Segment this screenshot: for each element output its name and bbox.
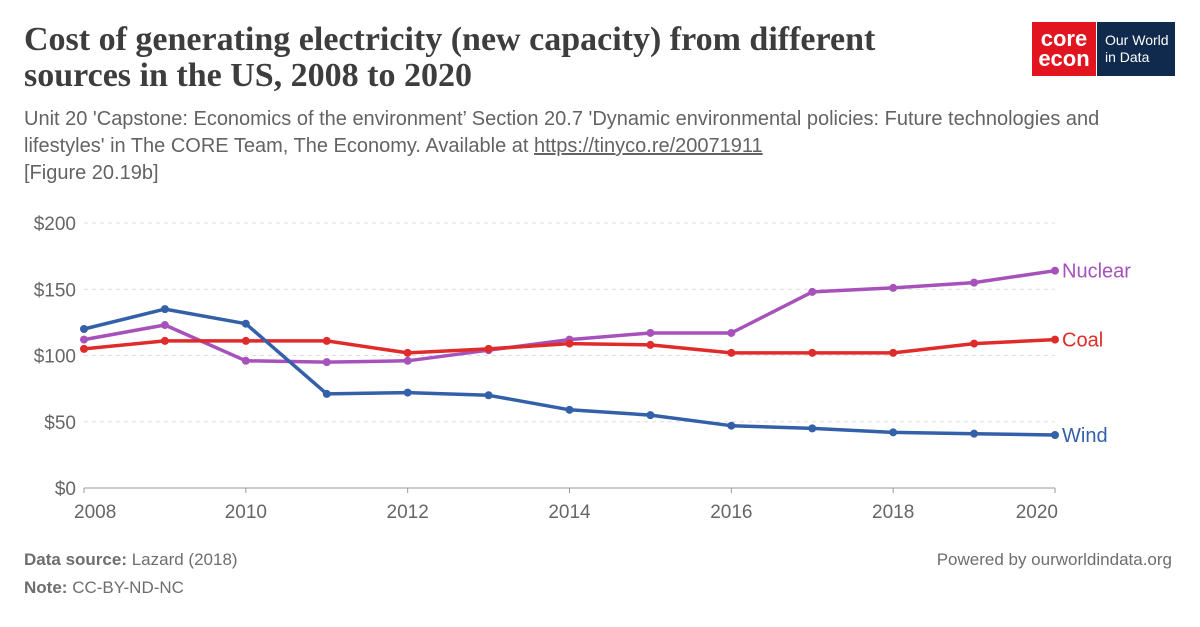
y-tick-label: $0 xyxy=(55,479,76,500)
wind-data-point xyxy=(889,428,898,437)
coal-data-point xyxy=(970,339,979,348)
coal-data-point xyxy=(160,336,169,345)
x-tick-label: 2018 xyxy=(872,502,914,523)
coal-data-point xyxy=(322,336,331,345)
note-line: Note: CC-BY-ND-NC xyxy=(24,574,238,602)
nuclear-data-point xyxy=(322,358,331,367)
subtitle-figure: [Figure 20.19b] xyxy=(24,162,159,184)
coal-data-point xyxy=(241,336,250,345)
coal-data-point xyxy=(646,340,655,349)
chart-subtitle: Unit 20 'Capstone: Economics of the envi… xyxy=(24,106,1174,187)
wind-data-point xyxy=(80,325,88,333)
wind-data-point xyxy=(646,411,655,420)
nuclear-data-point xyxy=(80,335,88,344)
coal-data-point xyxy=(80,344,88,353)
wind-data-point xyxy=(565,405,574,414)
x-tick-label: 2010 xyxy=(225,502,267,523)
subtitle-text: Unit 20 'Capstone: Economics of the envi… xyxy=(24,108,1100,157)
data-source-line: Data source: Lazard (2018) xyxy=(24,546,238,574)
x-tick-label: 2012 xyxy=(387,502,429,523)
coal-data-point xyxy=(484,344,493,353)
our-world-in-data-logo[interactable]: Our World in Data xyxy=(1097,22,1175,76)
coal-data-point xyxy=(403,348,412,357)
coal-series-label: Coal xyxy=(1062,330,1103,352)
wind-data-point xyxy=(322,389,331,398)
wind-data-point xyxy=(1051,431,1059,439)
footer-sources: Data source: Lazard (2018) Note: CC-BY-N… xyxy=(24,546,238,602)
nuclear-data-point xyxy=(970,278,979,287)
wind-data-point xyxy=(808,424,817,433)
nuclear-data-point xyxy=(889,283,898,292)
core-econ-logo[interactable]: core econ xyxy=(1032,22,1096,76)
core-logo-line1: core xyxy=(1040,26,1088,51)
wind-data-point xyxy=(727,421,736,430)
y-tick-label: $50 xyxy=(44,413,76,434)
nuclear-data-point xyxy=(160,321,169,330)
x-tick-label: 2016 xyxy=(710,502,752,523)
y-tick-label: $150 xyxy=(34,280,76,301)
wind-data-point xyxy=(403,388,412,397)
wind-data-point xyxy=(160,305,169,314)
nuclear-data-point xyxy=(241,356,250,365)
core-logo-line2: econ xyxy=(1038,46,1090,71)
nuclear-data-point xyxy=(403,356,412,365)
nuclear-series-label: Nuclear xyxy=(1062,261,1131,283)
wind-series-line xyxy=(82,307,1057,437)
nuclear-data-point xyxy=(646,328,655,337)
coal-data-point xyxy=(565,339,574,348)
wind-data-point xyxy=(970,429,979,438)
wind-data-point xyxy=(241,319,250,328)
coal-data-point xyxy=(727,348,736,357)
coal-data-point xyxy=(1051,335,1059,344)
x-tick-label: 2008 xyxy=(74,502,116,523)
data-source-label: Data source: xyxy=(24,550,127,569)
note-value: CC-BY-ND-NC xyxy=(72,578,184,597)
note-label: Note: xyxy=(24,578,68,597)
x-tick-label: 2014 xyxy=(548,502,591,523)
y-tick-label: $100 xyxy=(34,347,76,368)
nuclear-data-point xyxy=(727,328,736,337)
nuclear-data-point xyxy=(808,287,817,296)
wind-series-label: Wind xyxy=(1062,425,1108,447)
powered-by-link[interactable]: Powered by ourworldindata.org xyxy=(936,550,1172,569)
y-tick-label: $200 xyxy=(34,214,76,235)
x-tick-label: 2020 xyxy=(1016,502,1058,523)
subtitle-link[interactable]: https://tinyco.re/20071911 xyxy=(534,135,763,157)
coal-data-point xyxy=(889,348,898,357)
wind-data-point xyxy=(484,391,493,400)
owid-logo-line2: in Data xyxy=(1105,49,1150,65)
coal-data-point xyxy=(808,348,817,357)
data-source-value[interactable]: Lazard (2018) xyxy=(131,550,238,569)
owid-logo-line1: Our World xyxy=(1105,32,1169,48)
chart-title: Cost of generating electricity (new capa… xyxy=(24,21,876,94)
nuclear-data-point xyxy=(1051,266,1059,275)
nuclear-series-line xyxy=(82,268,1057,364)
